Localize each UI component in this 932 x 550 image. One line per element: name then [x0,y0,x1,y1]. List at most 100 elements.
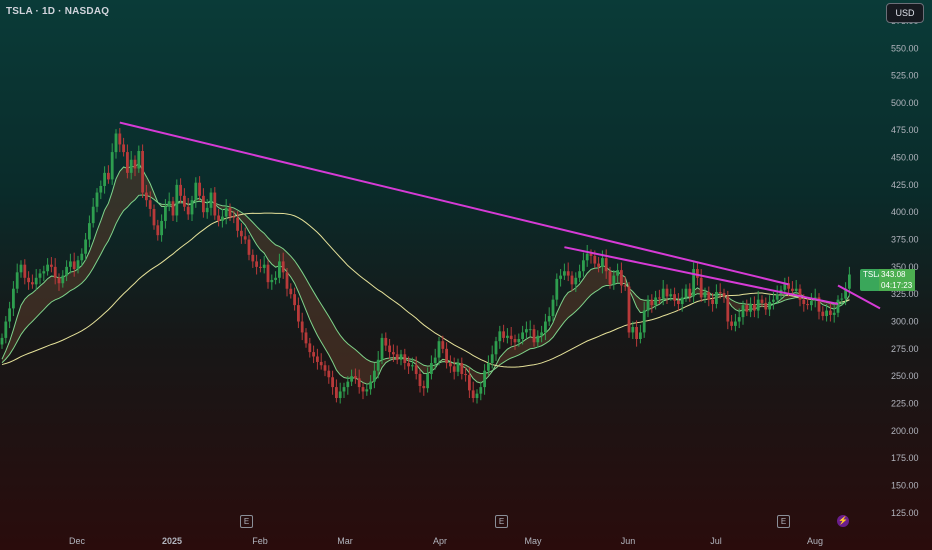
x-tick-label: Jul [710,536,722,546]
candle-body [745,305,749,312]
candle-body [483,370,486,388]
y-tick-label: 425.00 [891,180,919,190]
x-tick-label: Mar [337,536,353,546]
candle-body [0,337,4,345]
y-tick-label: 500.00 [891,98,919,108]
candle-body [517,339,521,343]
y-tick-label: 200.00 [891,426,919,436]
x-tick-label: 2025 [162,536,182,546]
candle-body [574,277,578,285]
y-tick-label: 125.00 [891,508,919,518]
candle-body [338,391,342,399]
candle-body [228,207,232,217]
candle-body [456,363,460,372]
candle-body [57,277,61,284]
candle-body [407,363,410,367]
candle-body [544,321,547,333]
currency-button[interactable]: USD [886,3,924,23]
candle-body [753,304,756,311]
candle-body [31,282,34,285]
candle-body [365,389,369,392]
candle-body [836,299,840,313]
candle-body [236,217,239,231]
candle-body [357,378,361,388]
trendlines[interactable] [119,121,881,310]
candle-body [570,275,574,285]
candle-body [266,264,270,283]
candle-body [12,288,15,309]
candle-body [209,192,213,208]
candle-body [342,387,346,392]
candle-body [620,270,623,286]
candle-body [205,207,209,213]
candle-body [479,387,483,394]
candle-body [19,264,23,273]
candle-body [734,321,737,326]
candle-body [711,299,714,305]
candle-body [145,192,148,201]
candle-body [547,316,551,322]
candle-body [118,133,122,145]
candle-body [247,239,251,255]
candle-body [259,266,262,268]
last-price-value: 343.08 [881,270,906,279]
candle-body [8,308,11,322]
candle-body [323,365,327,371]
candle-body [88,223,91,240]
x-tick-label: Dec [69,536,86,546]
candle-body [665,288,669,297]
candle-body [821,311,825,317]
candle-body [183,195,186,207]
candle-body [490,354,494,364]
candle-body [392,352,395,355]
candle-body [285,272,289,289]
candle-body [380,337,384,360]
y-tick-label: 300.00 [891,317,919,327]
candle-body [164,206,167,221]
earnings-event-icon[interactable]: E [240,515,253,528]
candle-body [376,359,380,371]
candle-body [452,366,456,372]
candle-body [646,299,650,311]
candle-body [772,299,775,302]
candle-body [114,133,118,153]
candle-body [23,264,27,278]
earnings-event-icon[interactable]: E [495,515,508,528]
candle-body [167,201,171,207]
candle-body [76,260,80,270]
candle-body [61,275,65,284]
bolt-event-icon[interactable]: ⚡ [837,515,849,527]
candle-body [262,264,266,268]
y-axis: 575.00550.00525.00500.00475.00450.00425.… [891,16,919,518]
y-tick-label: 475.00 [891,125,919,135]
candle-body [148,200,152,209]
y-tick-label: 275.00 [891,344,919,354]
candle-body [810,300,813,306]
candle-body [688,288,692,297]
y-tick-label: 550.00 [891,43,919,53]
candle-body [601,258,604,267]
candle-body [91,206,95,224]
candle-body [589,253,593,256]
candle-body [65,266,68,276]
candle-body [593,255,597,264]
candle-body [840,298,844,300]
symbol-header[interactable]: TSLA · 1D · NASDAQ [6,6,110,17]
candle-body [53,266,57,278]
candle-body [578,271,581,278]
candle-body [707,292,711,300]
candle-body [403,354,407,364]
candle-body [825,310,828,317]
earnings-event-icon[interactable]: E [777,515,790,528]
candle-body [498,331,502,342]
candle-body [737,317,741,322]
candle-body [563,271,566,276]
y-tick-label: 350.00 [891,262,919,272]
candle-body [471,390,475,399]
candle-body [304,332,308,344]
candle-body [445,348,448,364]
candle-body [699,277,703,298]
candle-body [692,269,695,297]
candle-body [616,270,619,276]
